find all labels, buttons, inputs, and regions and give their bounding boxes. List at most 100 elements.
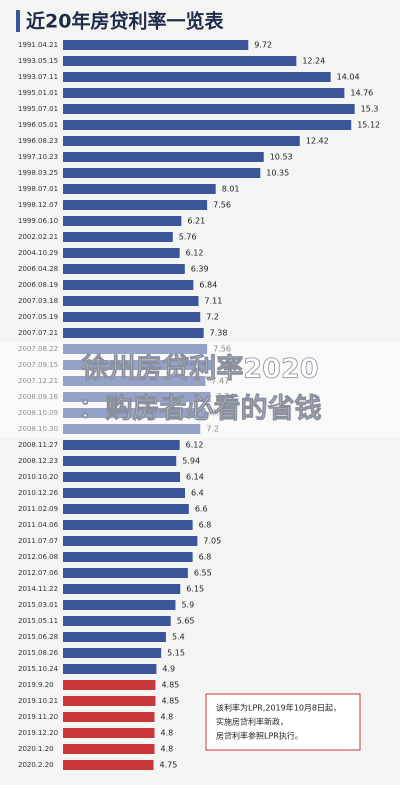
value-label: 6.8 bbox=[199, 553, 212, 562]
category-label: 1998.03.25 bbox=[18, 169, 58, 177]
category-label: 2012.06.08 bbox=[18, 553, 58, 561]
title-accent bbox=[16, 10, 20, 32]
category-label: 2007.08.22 bbox=[18, 345, 58, 353]
bar bbox=[63, 152, 264, 162]
bar bbox=[63, 600, 176, 610]
bar bbox=[63, 632, 166, 642]
category-label: 2015.05.11 bbox=[18, 617, 58, 625]
bar bbox=[63, 520, 193, 530]
value-label: 6.21 bbox=[187, 217, 205, 226]
value-label: 4.75 bbox=[160, 761, 178, 770]
bar bbox=[63, 184, 216, 194]
value-label: 12.24 bbox=[302, 57, 325, 66]
value-label: 12.42 bbox=[306, 137, 329, 146]
bar bbox=[63, 680, 156, 690]
value-label: 6.12 bbox=[186, 249, 204, 258]
category-label: 2019.12.20 bbox=[18, 729, 58, 737]
overlay-text: 徐州房贷利率2020 bbox=[80, 353, 318, 385]
category-label: 1998.12.07 bbox=[18, 201, 58, 209]
category-label: 2012.07.06 bbox=[18, 569, 59, 577]
category-label: 1996.08.23 bbox=[18, 137, 58, 145]
bar bbox=[63, 232, 173, 242]
category-label: 2007.09.15 bbox=[18, 361, 58, 369]
value-label: 7.74 bbox=[217, 393, 235, 402]
category-label: 2008.10.09 bbox=[18, 409, 58, 417]
bar bbox=[63, 376, 206, 386]
value-label: 7.56 bbox=[213, 201, 231, 210]
bar bbox=[63, 360, 213, 370]
value-label: 6.39 bbox=[191, 265, 209, 274]
value-label: 5.9 bbox=[181, 601, 194, 610]
category-label: 1991.04.21 bbox=[18, 41, 58, 49]
value-label: 6.12 bbox=[186, 441, 204, 450]
category-label: 2002.02.21 bbox=[18, 233, 58, 241]
bar bbox=[63, 344, 208, 354]
category-label: 2007.03.18 bbox=[18, 297, 58, 305]
category-label: 1996.05.01 bbox=[18, 121, 58, 129]
value-label: 8.01 bbox=[222, 185, 240, 194]
category-label: 2010.12.26 bbox=[18, 489, 59, 497]
value-label: 7.2 bbox=[206, 313, 219, 322]
value-label: 5.76 bbox=[179, 233, 197, 242]
category-label: 1995.01.01 bbox=[18, 89, 58, 97]
bar bbox=[63, 440, 180, 450]
bar bbox=[63, 744, 155, 754]
category-label: 2006.08.19 bbox=[18, 281, 58, 289]
bar bbox=[63, 40, 249, 50]
category-label: 1995.07.01 bbox=[18, 105, 58, 113]
bar bbox=[63, 664, 157, 674]
bar bbox=[63, 648, 162, 658]
bar bbox=[63, 328, 204, 338]
value-label: 7.83 bbox=[218, 361, 236, 370]
value-label: 15.12 bbox=[357, 121, 380, 130]
bar bbox=[63, 296, 199, 306]
value-label: 7.47 bbox=[211, 409, 229, 418]
value-label: 6.8 bbox=[199, 521, 212, 530]
value-label: 7.2 bbox=[206, 425, 219, 434]
bar bbox=[63, 536, 198, 546]
value-label: 7.38 bbox=[210, 329, 228, 338]
bar bbox=[63, 312, 201, 322]
category-label: 1999.06.10 bbox=[18, 217, 58, 225]
category-label: 2007.07.21 bbox=[18, 329, 58, 337]
category-label: 1997.10.23 bbox=[18, 153, 58, 161]
category-label: 2006.04.28 bbox=[18, 265, 58, 273]
category-label: 2011.02.09 bbox=[18, 505, 58, 513]
bar bbox=[63, 56, 297, 66]
category-label: 2015.08.26 bbox=[18, 649, 59, 657]
value-label: 7.47 bbox=[211, 377, 229, 386]
bar bbox=[63, 168, 261, 178]
category-label: 2010.10.20 bbox=[18, 473, 58, 481]
category-label: 2015.10.24 bbox=[18, 665, 59, 673]
bar bbox=[63, 472, 181, 482]
value-label: 5.4 bbox=[172, 633, 185, 642]
bar bbox=[63, 552, 193, 562]
bar bbox=[63, 696, 156, 706]
category-label: 2008.11.27 bbox=[18, 441, 58, 449]
bar bbox=[63, 72, 331, 82]
bar bbox=[63, 136, 300, 146]
bar bbox=[63, 584, 181, 594]
bar bbox=[63, 248, 180, 258]
category-label: 2004.10.29 bbox=[18, 249, 58, 257]
bar bbox=[63, 488, 185, 498]
overlay-text: ：购房者必看的省钱 bbox=[79, 393, 322, 425]
value-label: 4.8 bbox=[161, 713, 174, 722]
bar bbox=[63, 728, 155, 738]
category-label: 1998.07.01 bbox=[18, 185, 58, 193]
annotation-text: 该利率为LPR,2019年10月8日起， bbox=[216, 703, 341, 713]
overlay-band bbox=[0, 342, 400, 438]
value-label: 6.15 bbox=[186, 585, 204, 594]
value-label: 5.65 bbox=[177, 617, 195, 626]
category-label: 2007.12.21 bbox=[18, 377, 58, 385]
bar bbox=[63, 392, 211, 402]
category-label: 2020.1.20 bbox=[18, 745, 54, 753]
value-label: 10.35 bbox=[266, 169, 289, 178]
chart-title: 近20年房贷利率一览表 bbox=[26, 10, 224, 33]
value-label: 7.11 bbox=[205, 297, 223, 306]
value-label: 15.3 bbox=[361, 105, 379, 114]
bar bbox=[63, 568, 188, 578]
bar bbox=[63, 264, 185, 274]
category-label: 2011.07.07 bbox=[18, 537, 58, 545]
